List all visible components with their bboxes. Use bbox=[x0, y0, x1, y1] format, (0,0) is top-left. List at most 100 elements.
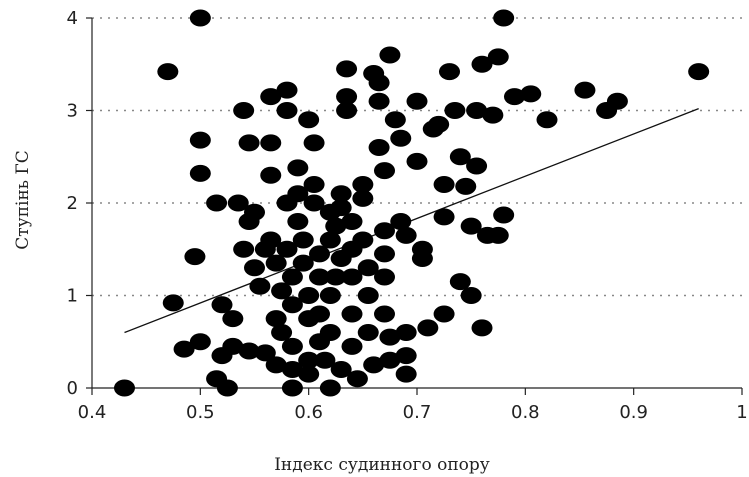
data-point-65 bbox=[319, 287, 341, 304]
data-point-73 bbox=[330, 361, 352, 378]
data-point-40 bbox=[281, 268, 303, 286]
data-point-6 bbox=[189, 131, 211, 149]
data-point-92 bbox=[368, 92, 390, 110]
data-point-142 bbox=[688, 63, 710, 81]
data-point-46 bbox=[287, 185, 309, 203]
trendline-group bbox=[124, 108, 699, 334]
data-point-120 bbox=[444, 102, 466, 119]
data-point-5 bbox=[189, 164, 211, 182]
data-point-95 bbox=[374, 222, 395, 240]
data-point-85 bbox=[352, 231, 374, 249]
data-point-75 bbox=[336, 88, 358, 106]
x-tick-label-6: 1 bbox=[736, 402, 747, 423]
data-point-89 bbox=[363, 356, 385, 374]
data-point-54 bbox=[298, 111, 320, 129]
data-point-32 bbox=[265, 310, 287, 328]
data-point-42 bbox=[281, 337, 303, 355]
data-point-22 bbox=[244, 203, 265, 221]
data-point-141 bbox=[606, 92, 628, 110]
data-point-18 bbox=[233, 240, 255, 258]
data-point-138 bbox=[536, 111, 558, 129]
data-point-11 bbox=[211, 296, 233, 314]
data-point-115 bbox=[428, 115, 450, 133]
data-point-55 bbox=[303, 134, 325, 152]
data-point-1 bbox=[157, 63, 179, 81]
data-point-96 bbox=[374, 245, 395, 263]
data-point-16 bbox=[227, 194, 249, 212]
data-point-69 bbox=[325, 268, 347, 286]
data-point-124 bbox=[460, 217, 482, 235]
data-point-34 bbox=[271, 282, 293, 300]
data-point-104 bbox=[390, 213, 412, 230]
data-point-87 bbox=[357, 287, 379, 304]
data-point-49 bbox=[292, 254, 314, 272]
data-point-88 bbox=[357, 324, 379, 341]
data-point-48 bbox=[292, 231, 314, 249]
y-tick-label-2: 2 bbox=[67, 193, 78, 214]
data-point-80 bbox=[341, 305, 363, 323]
data-point-133 bbox=[487, 226, 509, 244]
data-point-53 bbox=[298, 365, 320, 383]
data-point-131 bbox=[482, 106, 504, 124]
data-point-118 bbox=[433, 305, 455, 323]
x-tick-label-4: 0.8 bbox=[511, 402, 540, 423]
data-point-103 bbox=[390, 129, 412, 147]
data-point-50 bbox=[298, 287, 320, 304]
data-point-112 bbox=[411, 250, 433, 267]
data-point-105 bbox=[395, 226, 417, 244]
data-point-81 bbox=[341, 337, 363, 355]
data-point-14 bbox=[222, 310, 244, 328]
data-point-100 bbox=[379, 351, 401, 369]
data-point-19 bbox=[238, 134, 260, 152]
data-point-7 bbox=[189, 9, 211, 27]
data-point-15 bbox=[222, 337, 244, 355]
data-point-59 bbox=[309, 268, 330, 286]
data-point-28 bbox=[260, 166, 282, 184]
data-point-60 bbox=[309, 305, 330, 323]
y-tick-label-3: 3 bbox=[67, 101, 78, 122]
data-point-24 bbox=[249, 277, 271, 295]
data-point-62 bbox=[314, 351, 336, 369]
data-point-67 bbox=[319, 379, 341, 397]
x-tick-label-3: 0.7 bbox=[403, 402, 432, 423]
data-point-94 bbox=[374, 162, 395, 180]
data-point-23 bbox=[244, 259, 265, 277]
data-point-27 bbox=[260, 134, 282, 152]
data-point-113 bbox=[417, 319, 439, 337]
data-point-31 bbox=[265, 254, 287, 272]
data-point-110 bbox=[406, 152, 428, 170]
data-point-29 bbox=[260, 88, 282, 106]
data-point-128 bbox=[471, 55, 493, 73]
data-point-107 bbox=[395, 347, 417, 365]
x-tick-label-5: 0.9 bbox=[619, 402, 648, 423]
data-point-97 bbox=[374, 268, 395, 286]
data-point-21 bbox=[238, 342, 260, 360]
data-point-137 bbox=[520, 85, 542, 103]
data-point-66 bbox=[319, 324, 341, 341]
x-axis-title: Індекс судинного опору bbox=[274, 455, 490, 475]
data-point-3 bbox=[173, 340, 195, 358]
data-point-109 bbox=[406, 92, 428, 110]
data-point-101 bbox=[379, 46, 401, 64]
data-point-83 bbox=[352, 176, 374, 193]
data-point-52 bbox=[298, 351, 320, 369]
data-point-135 bbox=[493, 206, 515, 224]
data-point-74 bbox=[336, 60, 358, 78]
data-point-8 bbox=[189, 333, 211, 351]
data-point-121 bbox=[449, 148, 471, 166]
data-point-84 bbox=[352, 189, 374, 207]
data-point-36 bbox=[276, 81, 298, 99]
data-point-136 bbox=[504, 88, 525, 106]
data-point-106 bbox=[395, 324, 417, 341]
data-point-93 bbox=[368, 139, 390, 156]
data-point-30 bbox=[260, 231, 282, 249]
data-point-132 bbox=[487, 48, 509, 66]
data-point-77 bbox=[341, 213, 363, 230]
y-tick-label-4: 4 bbox=[67, 8, 78, 29]
data-point-102 bbox=[384, 111, 406, 129]
data-point-58 bbox=[309, 245, 330, 263]
data-point-134 bbox=[493, 9, 515, 27]
data-point-123 bbox=[455, 177, 477, 195]
data-point-43 bbox=[281, 361, 303, 378]
